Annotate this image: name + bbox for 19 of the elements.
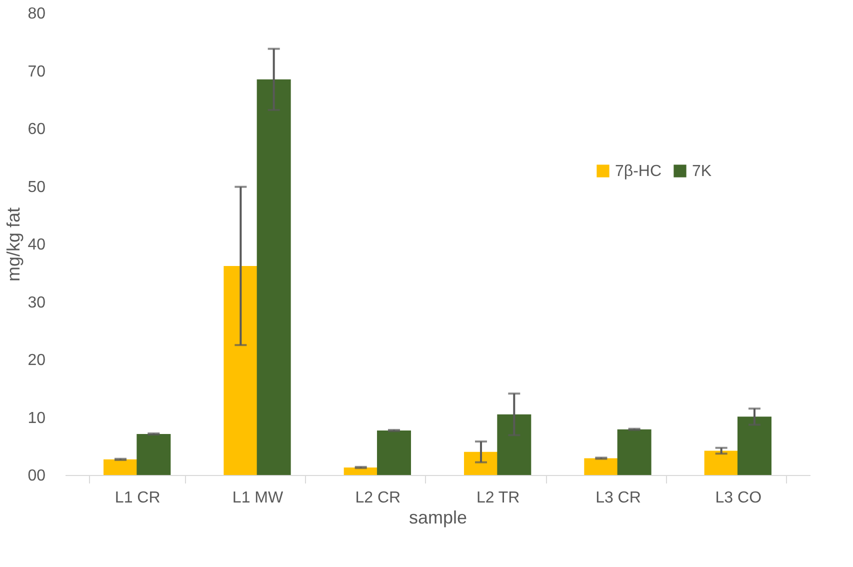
y-tick-label: 40 xyxy=(28,236,46,254)
y-tick-label: 00 xyxy=(28,468,46,484)
legend-label: 7K xyxy=(692,163,712,180)
x-tick-label: L1 CR xyxy=(114,490,160,506)
x-tick-label: L3 CO xyxy=(715,490,762,506)
y-tick-label: 70 xyxy=(28,63,46,80)
legend-label: 7β-HC xyxy=(615,163,662,180)
y-tick-label: 10 xyxy=(28,410,46,427)
y-axis-title: mg/kg fat xyxy=(4,207,24,282)
x-tick-label: L3 CR xyxy=(596,490,641,506)
y-tick-label: 80 xyxy=(28,6,46,22)
y-tick-label: 50 xyxy=(28,178,46,196)
y-tick-label: 60 xyxy=(28,121,46,138)
y-tick-label: 20 xyxy=(28,352,46,369)
x-axis-title: sample xyxy=(408,508,468,528)
y-tick-label: 30 xyxy=(28,294,46,312)
x-tick-label: L2 TR xyxy=(476,490,520,506)
x-tick-label: L2 CR xyxy=(355,490,401,506)
x-tick-label: L1 MW xyxy=(232,490,284,506)
